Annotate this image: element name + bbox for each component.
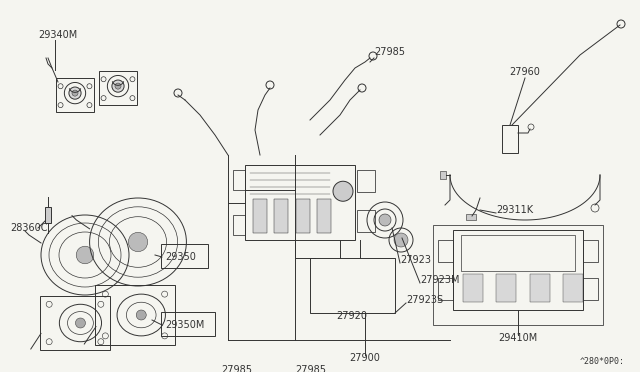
Text: 29350M: 29350M [165, 320, 204, 330]
Circle shape [128, 232, 148, 252]
Bar [463, 274, 483, 302]
Bar [438, 240, 453, 262]
Bar [453, 230, 583, 310]
Bar [583, 240, 598, 262]
Circle shape [112, 80, 124, 92]
Circle shape [136, 310, 147, 320]
Bar [233, 215, 245, 235]
Bar [317, 199, 331, 232]
Text: 27923: 27923 [400, 255, 431, 265]
Bar [461, 235, 575, 271]
Bar [502, 125, 518, 153]
Bar [296, 199, 310, 232]
Text: 27923M: 27923M [420, 275, 460, 285]
Circle shape [333, 181, 353, 201]
Text: 27985: 27985 [221, 365, 252, 372]
Bar [563, 274, 583, 302]
Circle shape [76, 318, 86, 328]
Text: 27923S: 27923S [406, 295, 443, 305]
Text: 27985: 27985 [295, 365, 326, 372]
Bar [45, 207, 51, 223]
Text: 27920: 27920 [337, 311, 367, 321]
Circle shape [394, 233, 408, 247]
Text: 29350: 29350 [165, 252, 196, 262]
Bar [233, 170, 245, 190]
Text: 27985: 27985 [374, 47, 405, 57]
Bar [275, 199, 289, 232]
Bar [438, 278, 453, 300]
Text: 29311K: 29311K [496, 205, 533, 215]
Text: 28360C: 28360C [10, 223, 47, 233]
Circle shape [76, 246, 94, 264]
Bar [440, 171, 446, 179]
Text: ^280*0P0:: ^280*0P0: [580, 357, 625, 366]
Text: 27900: 27900 [349, 353, 380, 363]
Text: 29340M: 29340M [38, 30, 77, 40]
Bar [357, 170, 375, 192]
Bar [253, 199, 267, 232]
Circle shape [72, 90, 78, 96]
Circle shape [115, 83, 121, 89]
Bar [433, 225, 603, 325]
Circle shape [379, 214, 391, 226]
Bar [99, 71, 137, 105]
Bar [497, 274, 516, 302]
Circle shape [69, 87, 81, 99]
Text: 27960: 27960 [509, 67, 540, 77]
Text: 29410M: 29410M [499, 333, 538, 343]
Bar [466, 214, 476, 220]
Bar [583, 278, 598, 300]
Bar [530, 274, 550, 302]
Bar [310, 258, 395, 313]
Bar [357, 210, 375, 232]
Bar [245, 165, 355, 240]
Bar [56, 78, 94, 112]
